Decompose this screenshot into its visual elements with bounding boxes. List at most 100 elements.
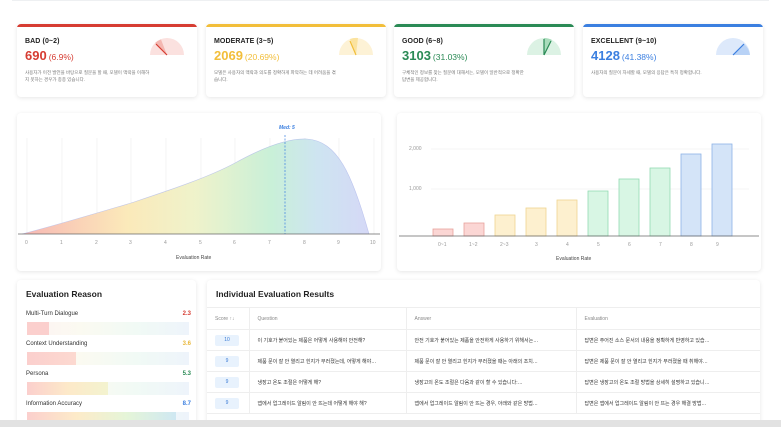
reason-bar-fill	[27, 322, 49, 335]
score-badge: 10	[215, 334, 239, 346]
score-badge: 9	[215, 355, 239, 367]
stat-title: BAD (0~2)	[25, 38, 60, 45]
stat-description: 사용자가 이전 발언을 바탕으로 질문을 할 때, 모델이 맥락을 이해하지 못…	[25, 70, 150, 82]
evaluation-cell: 답변은 주어진 소스 문서의 내용을 정확하게 반영하고 있습…	[576, 329, 760, 351]
x-tick: 3	[129, 240, 132, 246]
stat-count: 690	[25, 48, 47, 63]
x-tick: 5	[597, 242, 600, 248]
score-column-header-sortable[interactable]: Score ↑↓	[207, 307, 250, 330]
median-annotation: Med: 5	[279, 125, 295, 131]
stat-title: MODERATE (3~5)	[214, 38, 274, 45]
reason-label: Persona	[26, 371, 49, 377]
table-row[interactable]: 9 앱에서 업그레이드 알림이 안 뜨는데 어떻게 해야 해? 앱에서 업그레이…	[207, 392, 760, 414]
evaluation-cell: 답변은 냉장고의 온도 조절 방법을 상세히 설명하고 있습니…	[576, 371, 760, 393]
x-tick: 8	[690, 242, 693, 248]
answer-cell: 제품 문이 잘 안 열리고 힌지가 부러졌을 때는 아래의 조치…	[406, 350, 577, 372]
x-tick: 9	[337, 240, 340, 246]
panel-title: Evaluation Reason	[26, 289, 103, 299]
reason-bar-fill	[27, 352, 76, 365]
reason-bar-track	[27, 352, 189, 365]
stat-count: 4128	[591, 48, 620, 63]
x-tick: 2	[95, 240, 98, 246]
stat-description: 모델은 사용자의 맥락과 의도를 정확하게 파악하는 데 어려움을 겪습니다.	[214, 70, 336, 82]
card-accent-bar	[17, 24, 197, 27]
panel-title: Individual Evaluation Results	[216, 289, 335, 299]
stat-card-good: GOOD (6~8) 3103 (31.03%) 구체적인 정보를 찾는 질문에 …	[394, 24, 574, 97]
answer-column-header: Answer	[406, 307, 577, 330]
x-tick: 9	[716, 242, 719, 248]
x-tick: 7	[268, 240, 271, 246]
reason-score: 8.7	[182, 401, 191, 407]
results-table: Score ↑↓ Question Answer Evaluation 10 이…	[207, 307, 760, 414]
reason-bar-track	[27, 382, 189, 395]
x-tick: 6	[628, 242, 631, 248]
stat-value: 690 (6.9%)	[25, 48, 74, 63]
y-tick: 1,000	[409, 186, 422, 192]
stat-description: 사용자의 질문이 자세할 때, 모델의 응답은 특히 정확합니다.	[591, 70, 702, 75]
x-tick: 0	[25, 240, 28, 246]
distribution-area-chart: Med: 5 0 1 2 3 4 5 6 7 8 9 10 Evaluation…	[17, 113, 381, 271]
x-tick: 4	[164, 240, 167, 246]
stat-title: EXCELLENT (9~10)	[591, 38, 657, 45]
table-row[interactable]: 10 이 기호가 붙어있는 제품은 어떻게 사용해야 안전해? 안전 기호가 붙…	[207, 329, 760, 351]
x-tick: 7	[659, 242, 662, 248]
answer-cell: 냉장고의 온도 조절은 다음과 같이 할 수 있습니다:…	[406, 371, 577, 393]
stat-count: 3103	[402, 48, 431, 63]
stat-card-moderate: MODERATE (3~5) 2069 (20.69%) 모델은 사용자의 맥락과…	[206, 24, 386, 97]
stat-description: 구체적인 정보를 찾는 질문에 대해서는, 모델이 일반적으로 정확한 답변을 …	[402, 70, 524, 82]
table-row[interactable]: 9 제품 문이 잘 안 열리고 힌지가 부러졌는데, 어떻게 해야… 제품 문이…	[207, 350, 760, 372]
score-badge: 9	[215, 397, 239, 409]
gauge-mid-icon	[339, 37, 373, 56]
evaluation-cell: 답변은 제품 문이 잘 안 열리고 힌지가 부러졌을 때 취해야…	[576, 350, 760, 372]
top-divider	[12, 0, 769, 1]
x-tick: 0~1	[438, 242, 447, 248]
individual-results-panel: Individual Evaluation Results Score ↑↓ Q…	[207, 280, 760, 427]
x-axis-title: Evaluation Rate	[176, 255, 212, 261]
reason-score: 5.3	[182, 371, 191, 377]
gauge-high-icon	[716, 38, 750, 56]
score-badge: 9	[215, 376, 239, 388]
reason-score: 3.6	[182, 341, 191, 347]
x-tick: 2~3	[500, 242, 509, 248]
x-axis-title: Evaluation Rate	[556, 256, 592, 262]
table-row[interactable]: 9 냉장고 온도 조절은 어떻게 해? 냉장고의 온도 조절은 다음과 같이 할…	[207, 371, 760, 393]
reason-label: Information Accuracy	[26, 401, 83, 407]
x-tick: 1~2	[469, 242, 478, 248]
table-header-row: Score ↑↓ Question Answer Evaluation	[207, 307, 760, 330]
x-tick: 8	[303, 240, 306, 246]
area-chart-plot	[18, 135, 380, 235]
stat-card-excellent: EXCELLENT (9~10) 4128 (41.38%) 사용자의 질문이 자…	[583, 24, 763, 97]
reason-score: 2.3	[182, 311, 191, 317]
stat-percent: (31.03%)	[432, 52, 468, 62]
x-tick: 10	[370, 240, 376, 246]
question-cell: 앱에서 업그레이드 알림이 안 뜨는데 어떻게 해야 해?	[249, 392, 407, 414]
stat-percent: (6.9%)	[48, 52, 74, 62]
stat-card-bad: BAD (0~2) 690 (6.9%) 사용자가 이전 발언을 바탕으로 질문을…	[17, 24, 197, 97]
question-cell: 냉장고 온도 조절은 어떻게 해?	[249, 371, 407, 393]
bottom-overlay-bar	[0, 420, 781, 427]
card-accent-bar	[394, 24, 574, 27]
question-cell: 이 기호가 붙어있는 제품은 어떻게 사용해야 안전해?	[249, 329, 407, 351]
x-tick: 3	[535, 242, 538, 248]
stat-value: 3103 (31.03%)	[402, 48, 467, 63]
answer-cell: 앱에서 업그레이드 알림이 안 뜨는 경우, 아래와 같은 방법…	[406, 392, 577, 414]
x-tick: 6	[233, 240, 236, 246]
question-column-header: Question	[249, 307, 407, 330]
stat-value: 2069 (20.69%)	[214, 48, 279, 63]
reason-label: Context Understanding	[26, 341, 88, 347]
card-accent-bar	[206, 24, 386, 27]
distribution-bar-chart: 2,000 1,000 0~1 1~2 2~3 3 4 5 6 7 8 9 Ev…	[397, 113, 761, 271]
reason-label: Multi-Turn Dialogue	[26, 311, 79, 317]
stat-title: GOOD (6~8)	[402, 38, 443, 45]
stat-value: 4128 (41.38%)	[591, 48, 656, 63]
reason-bar-track	[27, 322, 189, 335]
evaluation-column-header: Evaluation	[576, 307, 760, 330]
x-tick: 4	[566, 242, 569, 248]
question-cell: 제품 문이 잘 안 열리고 힌지가 부러졌는데, 어떻게 해야…	[249, 350, 407, 372]
reason-bar-fill	[27, 382, 108, 395]
stat-percent: (41.38%)	[621, 52, 657, 62]
evaluation-cell: 답변은 앱에서 업그레이드 알림이 안 뜨는 경우 해결 방법…	[576, 392, 760, 414]
stat-count: 2069	[214, 48, 243, 63]
stat-percent: (20.69%)	[244, 52, 280, 62]
